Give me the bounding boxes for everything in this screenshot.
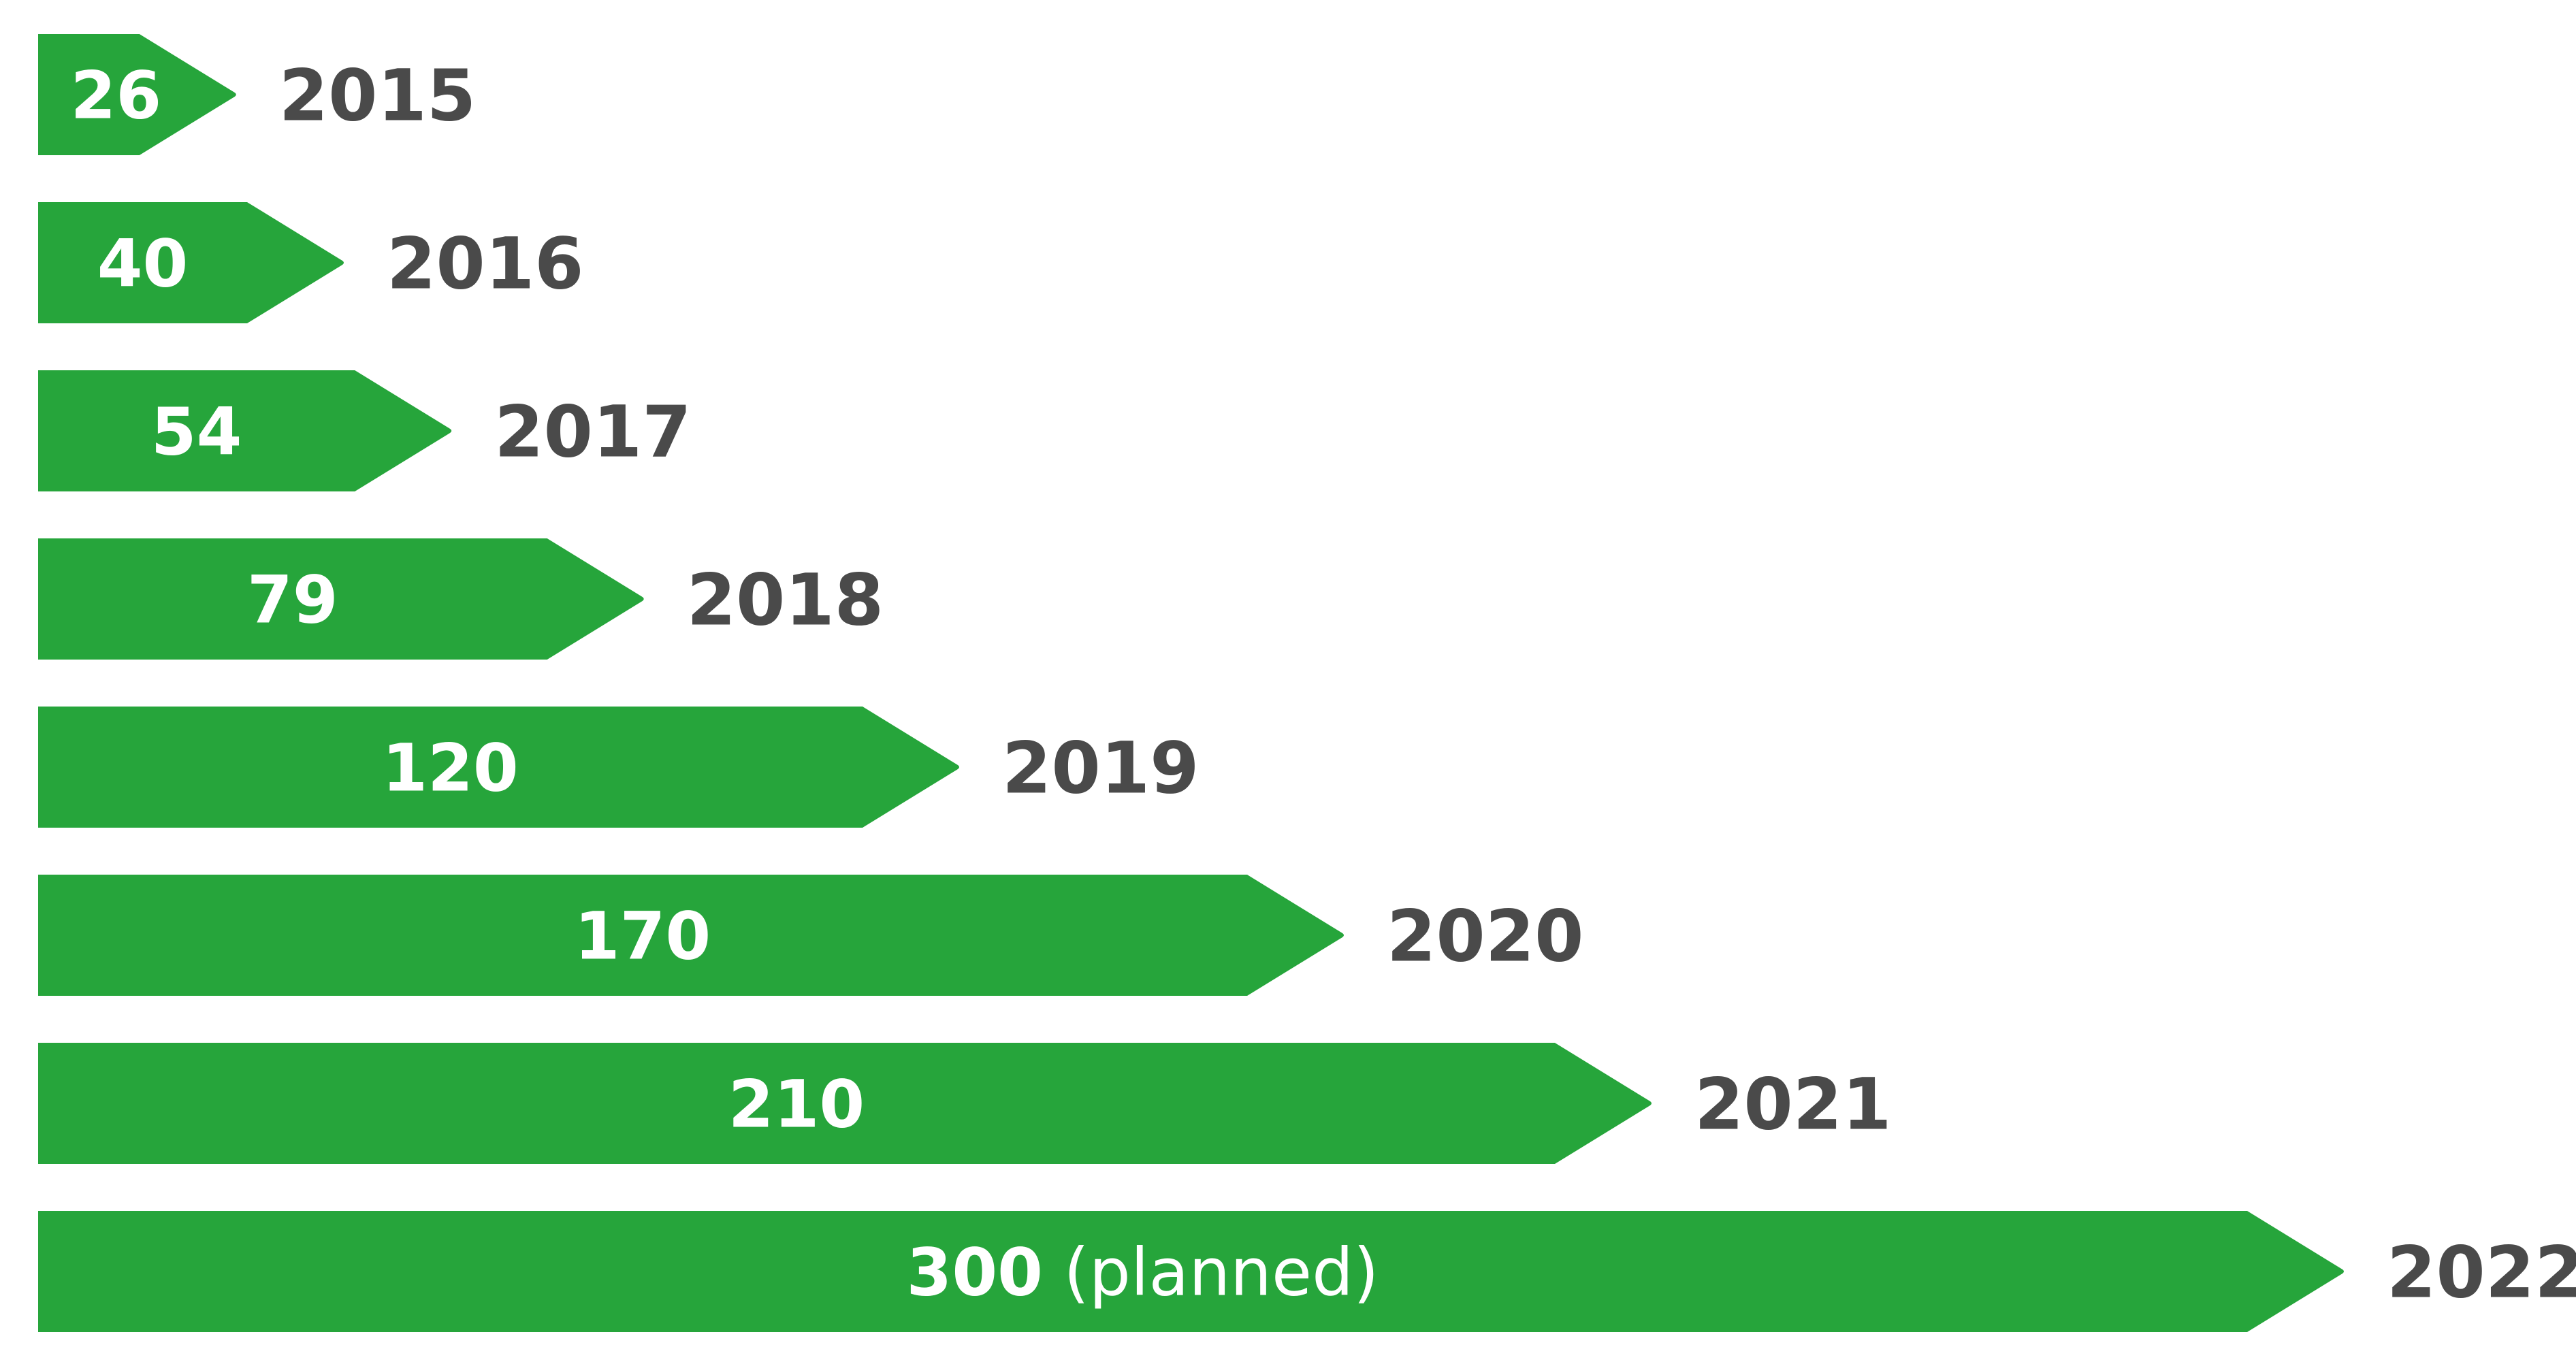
bar-2017 [38, 370, 452, 491]
year-label: 2017 [494, 390, 691, 473]
bar-2020 [38, 875, 1344, 996]
bar-2016 [38, 202, 344, 323]
bar-2019 [38, 707, 959, 828]
bar-2022 [38, 1211, 2344, 1332]
bar-value-label: 210 [728, 1067, 865, 1143]
bar-value-label: 170 [575, 898, 711, 975]
bar-value-label: 40 [97, 226, 189, 302]
year-label: 2016 [387, 222, 583, 305]
year-label: 2021 [1694, 1063, 1891, 1146]
bar-value-label: 26 [71, 58, 162, 134]
bar-value-label: 79 [247, 562, 338, 638]
bar-2018 [38, 538, 644, 660]
year-label: 2022 [2387, 1231, 2576, 1314]
year-label: 2019 [1002, 726, 1199, 809]
year-label: 2018 [687, 558, 884, 641]
bar-2021 [38, 1043, 1652, 1164]
year-label: 2020 [1387, 894, 1583, 977]
bars-group: 26 2015 40 2016 54 2017 79 2018 120 2019 170 2020 21… [38, 34, 2576, 1332]
year-label: 2015 [279, 54, 476, 137]
bar-2015 [38, 34, 236, 155]
bar-value-label: 54 [151, 394, 242, 470]
bar-value-label: 300 (planned) [907, 1235, 1379, 1311]
bar-value-label: 120 [382, 730, 518, 807]
